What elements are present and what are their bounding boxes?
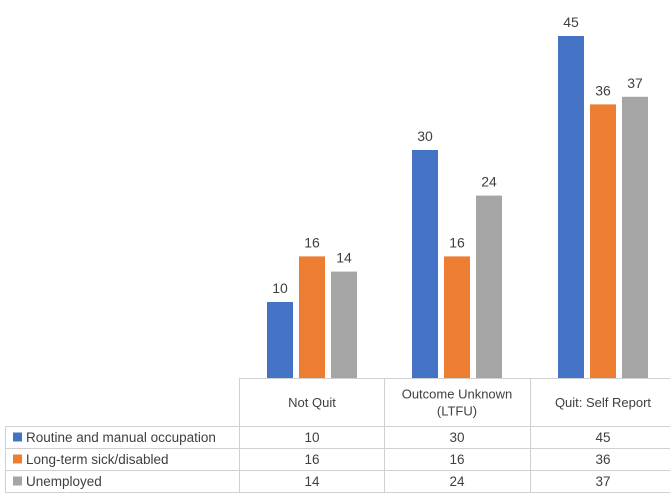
table-cell-routine-and-manual-occupation-not-quit: 10: [304, 430, 319, 445]
bar-unemployed-outcome-unknown-ltfu: [476, 195, 502, 378]
data-label-unemployed-quit-self-report: 37: [627, 75, 643, 91]
bar-long-term-sick-disabled-outcome-unknown-ltfu: [444, 256, 470, 378]
data-label-long-term-sick-disabled-not-quit: 16: [304, 234, 320, 250]
data-label-routine-and-manual-occupation-not-quit: 10: [272, 280, 288, 296]
category-label-not-quit: Not Quit: [288, 395, 336, 410]
bars-layer: [267, 36, 648, 379]
legend-swatch-long-term-sick-disabled: [13, 454, 22, 464]
table-cell-long-term-sick-disabled-quit-self-report: 36: [595, 452, 610, 467]
category-label-outcome-unknown-ltfu-line-1: Outcome Unknown: [402, 387, 513, 402]
table-cell-unemployed-quit-self-report: 37: [595, 474, 610, 489]
table-cell-routine-and-manual-occupation-outcome-unknown-ltfu: 30: [449, 430, 464, 445]
data-table: Not Quit Outcome Unknown (LTFU) Quit: Self …: [5, 378, 670, 493]
category-label-outcome-unknown-ltfu-line-2: (LTFU): [437, 404, 477, 419]
legend-swatch-routine-and-manual-occupation: [13, 432, 22, 442]
bar-routine-and-manual-occupation-quit-self-report: [558, 36, 584, 378]
bar-long-term-sick-disabled-not-quit: [299, 256, 325, 378]
legend-swatch-unemployed: [13, 476, 22, 486]
data-label-routine-and-manual-occupation-quit-self-report: 45: [563, 14, 579, 30]
legend-label-routine-and-manual-occupation: Routine and manual occupation: [26, 430, 216, 445]
data-label-routine-and-manual-occupation-outcome-unknown-ltfu: 30: [417, 128, 433, 144]
table-cell-unemployed-not-quit: 14: [304, 474, 320, 489]
legend-label-unemployed: Unemployed: [26, 474, 102, 489]
category-label-quit-self-report: Quit: Self Report: [555, 395, 651, 410]
table-cell-unemployed-outcome-unknown-ltfu: 24: [449, 474, 465, 489]
bar-unemployed-not-quit: [331, 271, 357, 378]
bar-routine-and-manual-occupation-not-quit: [267, 302, 293, 378]
data-label-unemployed-not-quit: 14: [336, 250, 352, 266]
legend-label-long-term-sick-disabled: Long-term sick/disabled: [26, 452, 169, 467]
data-label-long-term-sick-disabled-outcome-unknown-ltfu: 16: [449, 234, 465, 250]
data-label-long-term-sick-disabled-quit-self-report: 36: [595, 82, 611, 98]
table-cell-routine-and-manual-occupation-quit-self-report: 45: [595, 430, 610, 445]
bar-routine-and-manual-occupation-outcome-unknown-ltfu: [412, 150, 438, 378]
data-labels-layer: 10 16 14 30 16 24 45 36 37: [272, 14, 643, 296]
table-cell-long-term-sick-disabled-not-quit: 16: [304, 452, 319, 467]
data-label-unemployed-outcome-unknown-ltfu: 24: [481, 174, 497, 190]
bar-unemployed-quit-self-report: [622, 96, 648, 379]
bar-long-term-sick-disabled-quit-self-report: [590, 104, 616, 379]
table-cell-long-term-sick-disabled-outcome-unknown-ltfu: 16: [449, 452, 464, 467]
